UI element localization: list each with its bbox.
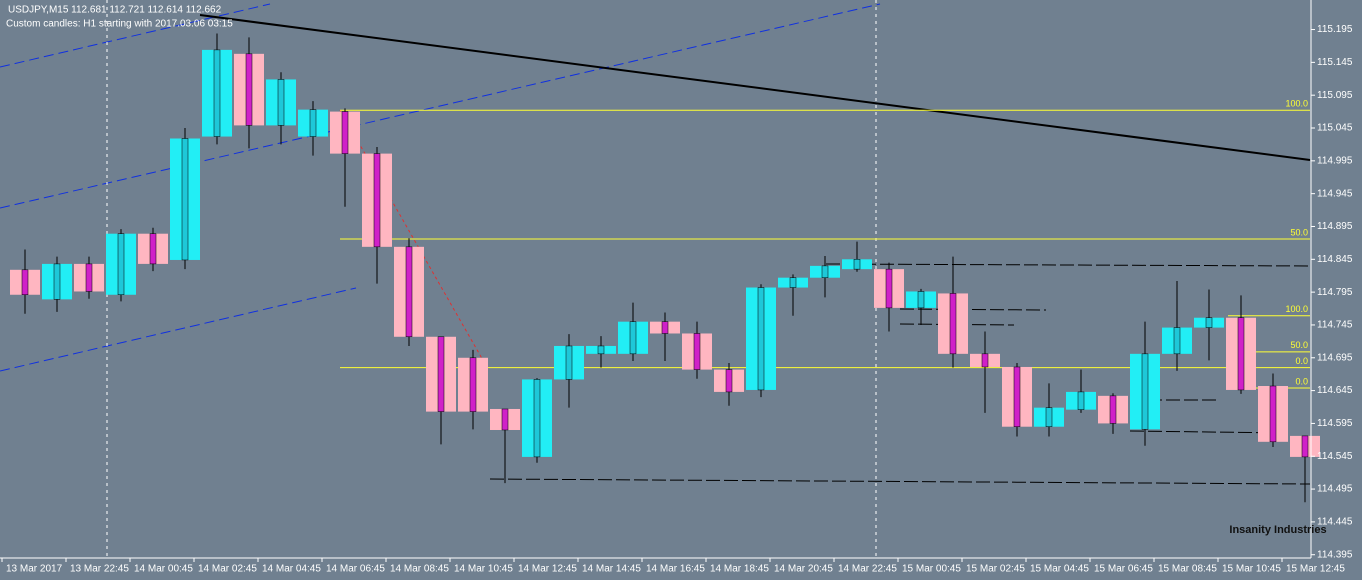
- watermark: Insanity Industries: [1229, 524, 1326, 536]
- x-tick-label: 14 Mar 20:45: [774, 564, 833, 575]
- candle-core: [629, 321, 637, 355]
- x-tick-label: 14 Mar 22:45: [838, 564, 897, 575]
- x-tick-label: 13 Mar 2017: [6, 564, 63, 575]
- x-tick-label: 15 Mar 02:45: [966, 564, 1025, 575]
- candle-core: [789, 277, 797, 288]
- candle-core: [245, 53, 253, 126]
- candle-core: [309, 109, 317, 137]
- y-tick-label: 114.945: [1317, 188, 1353, 199]
- candle-core: [85, 263, 93, 292]
- candle-core: [885, 268, 893, 309]
- candle-core: [373, 153, 381, 248]
- candle-core: [597, 345, 605, 355]
- y-tick-label: 114.445: [1317, 517, 1353, 528]
- candle-core: [853, 259, 861, 270]
- candle-core: [1205, 317, 1213, 328]
- trend-line: [199, 14, 1311, 161]
- candle-core: [1301, 435, 1309, 458]
- candle-core: [1173, 327, 1181, 355]
- chart-title: USDJPY,M15 112.681 112.721 112.614 112.6…: [8, 5, 222, 16]
- candle-core: [821, 265, 829, 278]
- plot: [10, 33, 1320, 503]
- fib-level-label: 50.0: [1290, 227, 1308, 237]
- candle-core: [405, 246, 413, 338]
- candle-core: [1077, 391, 1085, 410]
- x-tick-label: 14 Mar 14:45: [582, 564, 641, 575]
- candle-core: [661, 321, 669, 334]
- candle-core: [53, 263, 61, 300]
- candle-core: [757, 287, 765, 391]
- y-tick-label: 114.395: [1317, 549, 1353, 560]
- fib-level-label: 100.0: [1285, 99, 1308, 109]
- candle-core: [1141, 353, 1149, 430]
- candle-core: [437, 336, 445, 412]
- y-tick-label: 114.545: [1317, 451, 1353, 462]
- y-tick-label: 114.995: [1317, 155, 1353, 166]
- y-tick-label: 114.695: [1317, 352, 1353, 363]
- y-tick-label: 114.745: [1317, 320, 1353, 331]
- x-tick-label: 14 Mar 12:45: [518, 564, 577, 575]
- candle-core: [949, 293, 957, 355]
- level-line: [489, 478, 1311, 485]
- x-tick-label: 15 Mar 08:45: [1158, 564, 1217, 575]
- x-tick-label: 13 Mar 22:45: [70, 564, 129, 575]
- candle-core: [725, 369, 733, 393]
- y-tick-label: 114.495: [1317, 484, 1353, 495]
- fib-level-label: 50.0: [1290, 340, 1308, 350]
- y-tick-label: 115.045: [1317, 123, 1353, 134]
- candle-core: [469, 357, 477, 412]
- candle-core: [981, 353, 989, 368]
- y-tick-label: 114.895: [1317, 221, 1353, 232]
- x-tick-label: 14 Mar 02:45: [198, 564, 257, 575]
- y-tick-label: 114.795: [1317, 287, 1353, 298]
- x-tick-label: 15 Mar 06:45: [1094, 564, 1153, 575]
- chart-subtitle: Custom candles: H1 starting with 2017.03…: [6, 19, 233, 30]
- channel-line: [0, 3, 881, 209]
- fib-level-label: 0.0: [1295, 356, 1308, 366]
- level-line: [825, 263, 1311, 267]
- candle-core: [1045, 407, 1053, 427]
- candle-core: [213, 49, 221, 137]
- candle-core: [149, 233, 157, 265]
- candle-core: [1269, 385, 1277, 443]
- fib-level-label: 100.0: [1285, 304, 1308, 314]
- candle-core: [117, 233, 125, 296]
- channel-line: [0, 3, 271, 68]
- y-tick-label: 115.195: [1317, 24, 1353, 35]
- y-tick-label: 115.145: [1317, 57, 1353, 68]
- x-tick-label: 15 Mar 10:45: [1222, 564, 1281, 575]
- x-tick-label: 15 Mar 04:45: [1030, 564, 1089, 575]
- y-tick-label: 114.845: [1317, 254, 1353, 265]
- fib-level-label: 0.0: [1295, 376, 1308, 386]
- x-tick-label: 14 Mar 18:45: [710, 564, 769, 575]
- candle-core: [341, 111, 349, 154]
- y-tick-label: 114.595: [1317, 418, 1353, 429]
- fib-trend: [339, 109, 485, 363]
- candle-core: [565, 345, 573, 380]
- x-tick-label: 14 Mar 10:45: [454, 564, 513, 575]
- candle-core: [1013, 366, 1021, 427]
- channel-line: [0, 287, 357, 372]
- candle-core: [277, 79, 285, 126]
- y-tick-label: 114.645: [1317, 385, 1353, 396]
- candle-core: [181, 138, 189, 261]
- x-tick-label: 14 Mar 08:45: [390, 564, 449, 575]
- candle-core: [21, 269, 29, 296]
- candle-core: [917, 291, 925, 309]
- x-tick-label: 14 Mar 04:45: [262, 564, 321, 575]
- y-tick-label: 115.095: [1317, 90, 1353, 101]
- x-tick-label: 14 Mar 16:45: [646, 564, 705, 575]
- x-tick-label: 15 Mar 12:45: [1286, 564, 1345, 575]
- x-tick-label: 15 Mar 00:45: [902, 564, 961, 575]
- level-line: [899, 308, 1047, 311]
- x-tick-label: 14 Mar 06:45: [326, 564, 385, 575]
- x-tick-label: 14 Mar 00:45: [134, 564, 193, 575]
- candle-core: [1109, 395, 1117, 424]
- candle-core: [693, 333, 701, 370]
- candle-core: [1237, 317, 1245, 391]
- candle-core: [533, 379, 541, 458]
- candle-core: [501, 408, 509, 431]
